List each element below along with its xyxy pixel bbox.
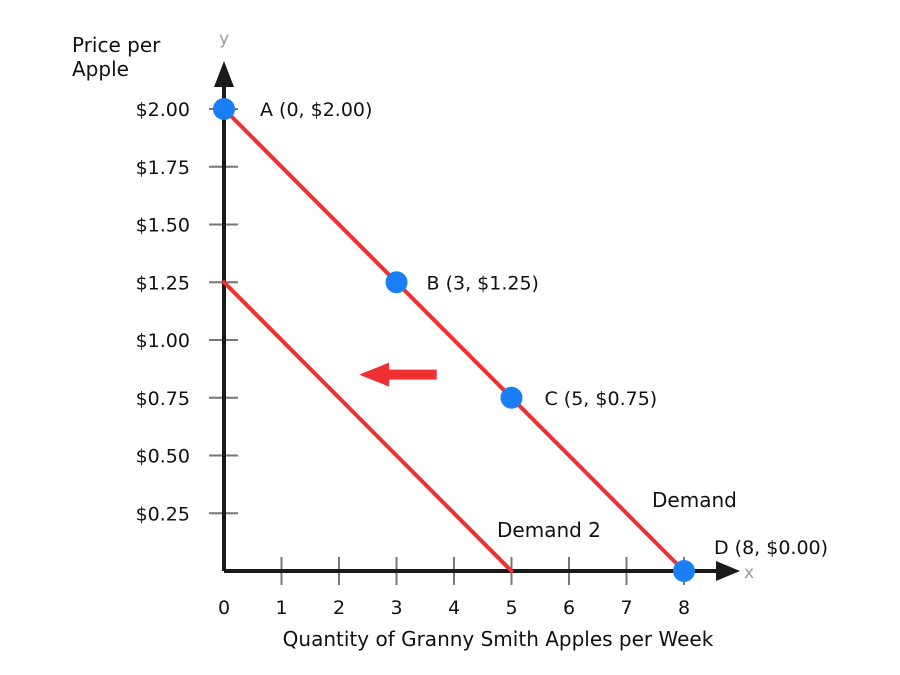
x-axis-title: Quantity of Granny Smith Apples per Week xyxy=(283,627,714,651)
y-tick-label-$1.75: $1.75 xyxy=(136,157,190,179)
y-tick-label-$2.00: $2.00 xyxy=(136,99,190,121)
x-tick-label-4: 4 xyxy=(448,597,460,619)
y-axis-arrowhead xyxy=(214,61,234,87)
x-tick-label-2: 2 xyxy=(333,597,345,619)
x-tick-label-0: 0 xyxy=(218,597,230,619)
axes xyxy=(214,61,740,581)
point-A xyxy=(213,98,235,120)
y-axis-title-line-1: Price per xyxy=(72,33,161,57)
y-tick-label-$1.00: $1.00 xyxy=(136,330,190,352)
labels: Price per Apple Quantity of Granny Smith… xyxy=(72,29,828,651)
y-tick-label-$1.25: $1.25 xyxy=(136,272,190,294)
point-label-B: B (3, $1.25) xyxy=(427,272,539,294)
x-tick-label-3: 3 xyxy=(390,597,402,619)
data-points xyxy=(213,98,695,582)
y-tick-label-$0.25: $0.25 xyxy=(136,503,190,525)
series-label-demand: Demand xyxy=(652,488,737,512)
y-tick-label-$0.75: $0.75 xyxy=(136,388,190,410)
point-D xyxy=(673,560,695,582)
tick-marks xyxy=(209,108,685,585)
y-axis-title: Price per Apple xyxy=(72,33,167,81)
y-axis-title-line-2: Apple xyxy=(72,57,129,81)
y-tick-label-$1.50: $1.50 xyxy=(136,215,190,237)
point-label-A: A (0, $2.00) xyxy=(260,99,372,121)
point-label-C: C (5, $0.75) xyxy=(545,388,658,410)
x-axis-arrowhead xyxy=(716,561,740,581)
curve-demand-2 xyxy=(222,280,514,573)
curve-demand xyxy=(222,107,686,573)
x-tick-label-1: 1 xyxy=(275,597,287,619)
x-tick-label-6: 6 xyxy=(563,597,575,619)
point-label-D: D (8, $0.00) xyxy=(714,537,828,559)
demand-curves xyxy=(222,107,686,573)
series-label-demand-2: Demand 2 xyxy=(497,518,601,542)
x-tick-label-5: 5 xyxy=(505,597,517,619)
y-axis-letter: y xyxy=(219,29,229,49)
annotations xyxy=(359,362,437,387)
x-tick-label-7: 7 xyxy=(620,597,632,619)
x-tick-label-8: 8 xyxy=(678,597,690,619)
shift-arrow-head xyxy=(359,362,390,387)
y-tick-label-$0.50: $0.50 xyxy=(136,446,190,468)
x-axis-letter: x xyxy=(744,563,754,583)
point-B xyxy=(385,271,408,294)
point-C xyxy=(500,386,523,409)
